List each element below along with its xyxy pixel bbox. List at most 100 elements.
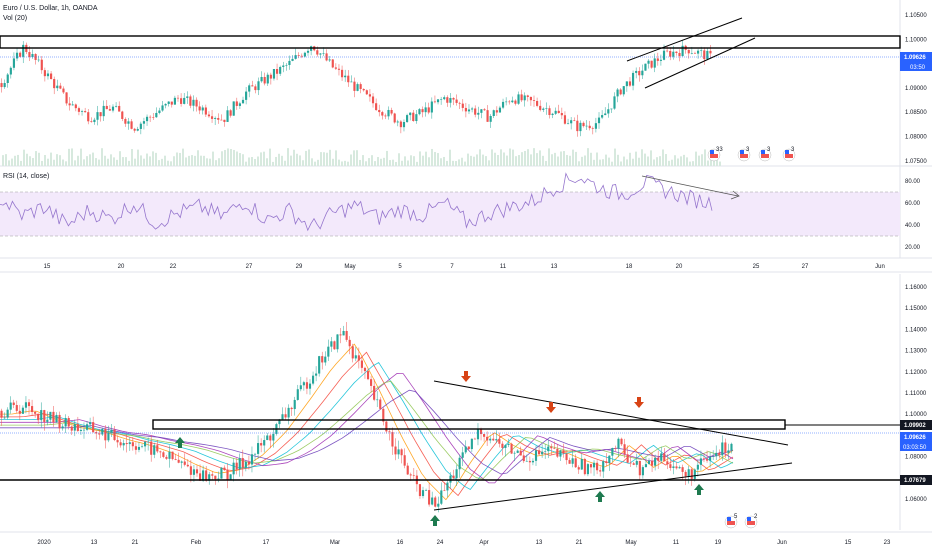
candle-body [18, 410, 21, 414]
candle-body [495, 110, 498, 113]
candle-body [58, 414, 61, 429]
ascending-trend-line[interactable] [433, 462, 793, 511]
rsi-tick: 80.00 [905, 179, 921, 185]
volume-bar [50, 152, 52, 166]
candle-body [19, 52, 22, 57]
candle-body [328, 59, 331, 61]
channel-upper-line[interactable] [626, 17, 743, 62]
volume-bar [320, 152, 322, 166]
candle-body [12, 58, 16, 68]
candle-body [550, 446, 553, 449]
candle-body [452, 475, 455, 479]
volume-bar [392, 159, 394, 166]
volume-bar [131, 149, 133, 166]
volume-bar [587, 148, 589, 166]
candle-body [483, 109, 486, 111]
candle-body [531, 460, 535, 463]
candle-body [455, 99, 458, 103]
bottom-panel: 1.16000 1.15000 1.14000 1.13000 1.12000 1.110… [0, 274, 932, 530]
candle-body [6, 74, 9, 84]
top-date-tick: 29 [296, 264, 303, 270]
rsi-label[interactable]: RSI (14, close) [3, 173, 50, 180]
candle-body [145, 116, 149, 122]
volume-bar [593, 159, 595, 166]
candle-body [662, 50, 666, 60]
candle-body [431, 497, 434, 505]
candle-body [195, 469, 199, 474]
candle-body [223, 119, 226, 122]
arrow-down-1-icon [461, 371, 471, 382]
volume-bar [41, 160, 43, 166]
volume-bar [242, 154, 244, 166]
candle-body [306, 50, 310, 53]
event-flag-stripe [747, 521, 755, 525]
volume-bar [674, 155, 676, 166]
volume-bar [494, 152, 496, 166]
candle-body [253, 453, 257, 455]
candle-body [351, 346, 354, 359]
candle-body [40, 59, 43, 71]
bottom-date-tick: Mar [330, 540, 340, 546]
volume-bar [614, 148, 616, 166]
top-resistance-zone[interactable] [0, 35, 901, 49]
volume-bar [188, 155, 190, 166]
descending-trend-line[interactable] [433, 380, 789, 446]
volume-bar [401, 160, 403, 166]
candle-body [393, 113, 396, 123]
volume-bar [395, 161, 397, 166]
candle-body [498, 107, 502, 113]
candle-body [53, 79, 56, 89]
volume-bar [683, 154, 685, 166]
volume-bar [491, 149, 493, 166]
candle-body [76, 424, 79, 431]
volume-bar [377, 157, 379, 166]
volume-bar [386, 150, 388, 166]
top-price-tick: 1.08500 [905, 110, 927, 116]
candle-body [715, 452, 718, 457]
symbol-title[interactable]: Euro / U.S. Dollar, 1h, OANDA [3, 5, 98, 12]
candle-body [492, 110, 495, 116]
support-price-label: 1.07679 [904, 478, 926, 484]
bottom-price-tick: 1.15000 [905, 306, 927, 312]
candle-body [202, 470, 205, 481]
candle-body [622, 86, 625, 95]
candle-body [611, 447, 614, 456]
rsi-trend-line[interactable] [641, 175, 739, 197]
candle-body [427, 107, 430, 113]
bottom-date-tick: Jun [777, 540, 787, 546]
moving-averages [0, 343, 734, 501]
candle-body [107, 432, 110, 441]
candle-body [232, 101, 235, 116]
candle-body [574, 458, 577, 468]
bottom-date-tick: 15 [845, 540, 852, 546]
candle-body [238, 458, 241, 470]
volume-bar [506, 155, 508, 166]
candle-body [480, 109, 483, 113]
volume-bar [209, 158, 211, 166]
candle-body [161, 105, 164, 111]
volume-bar [695, 151, 697, 166]
candle-body [101, 428, 104, 435]
moving-average-line [0, 343, 734, 501]
candle-body [159, 451, 162, 453]
volume-bar [389, 160, 391, 166]
candle-body [696, 464, 699, 470]
top-date-tick: 7 [450, 264, 454, 270]
volume-bar [245, 161, 247, 166]
candle-body [638, 460, 641, 476]
volume-bar [701, 154, 703, 166]
moving-average-line [0, 372, 734, 484]
volume-bar [677, 158, 679, 166]
candle-body [247, 461, 250, 465]
volume-bar [671, 159, 673, 166]
candle-body [285, 64, 288, 66]
candle-body [293, 399, 296, 410]
candle-body [467, 446, 470, 450]
candle-body [331, 59, 334, 68]
channel-lower-line[interactable] [644, 37, 756, 89]
volume-label[interactable]: Vol (20) [3, 15, 28, 22]
volume-bar [167, 160, 169, 166]
candle-body [403, 455, 406, 466]
volume-bar [404, 156, 406, 166]
